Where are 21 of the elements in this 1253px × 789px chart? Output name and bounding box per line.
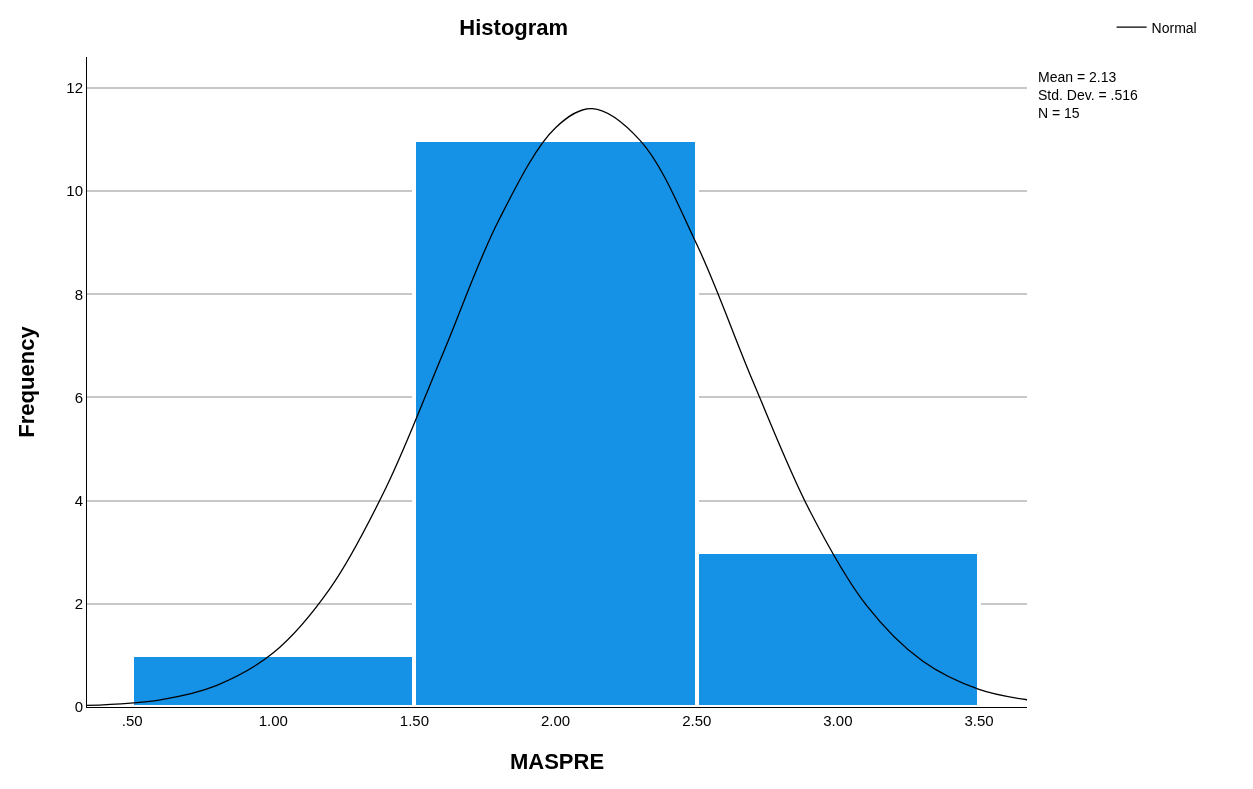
x-tick-label: 2.00 [540, 712, 571, 729]
legend-label: Normal [1151, 19, 1197, 36]
y-tick-label: 0 [74, 698, 83, 716]
chart-title: Histogram [459, 15, 569, 41]
y-axis-title: Frequency [14, 325, 40, 438]
y-tick-label: 4 [74, 491, 83, 509]
text: Std. Dev. = .516 [1038, 87, 1138, 103]
text: Mean = 2.13 [1038, 69, 1117, 85]
y-tick-label: 8 [74, 285, 83, 303]
y-tick-label: 6 [74, 388, 83, 406]
x-tick-label: 3.50 [964, 712, 994, 729]
x-tick-label: 3.00 [823, 712, 853, 729]
x-tick-label: 1.50 [399, 712, 430, 729]
x-tick-label: .50 [121, 712, 143, 729]
y-tick-label: 2 [74, 595, 83, 613]
y-tick-label: 10 [66, 182, 83, 200]
text: N = 15 [1038, 105, 1080, 121]
x-tick-label: 1.00 [258, 712, 288, 729]
y-tick-label: 12 [66, 79, 83, 97]
x-axis-title: MASPRE [509, 748, 605, 774]
x-tick-label: 2.50 [682, 712, 712, 729]
